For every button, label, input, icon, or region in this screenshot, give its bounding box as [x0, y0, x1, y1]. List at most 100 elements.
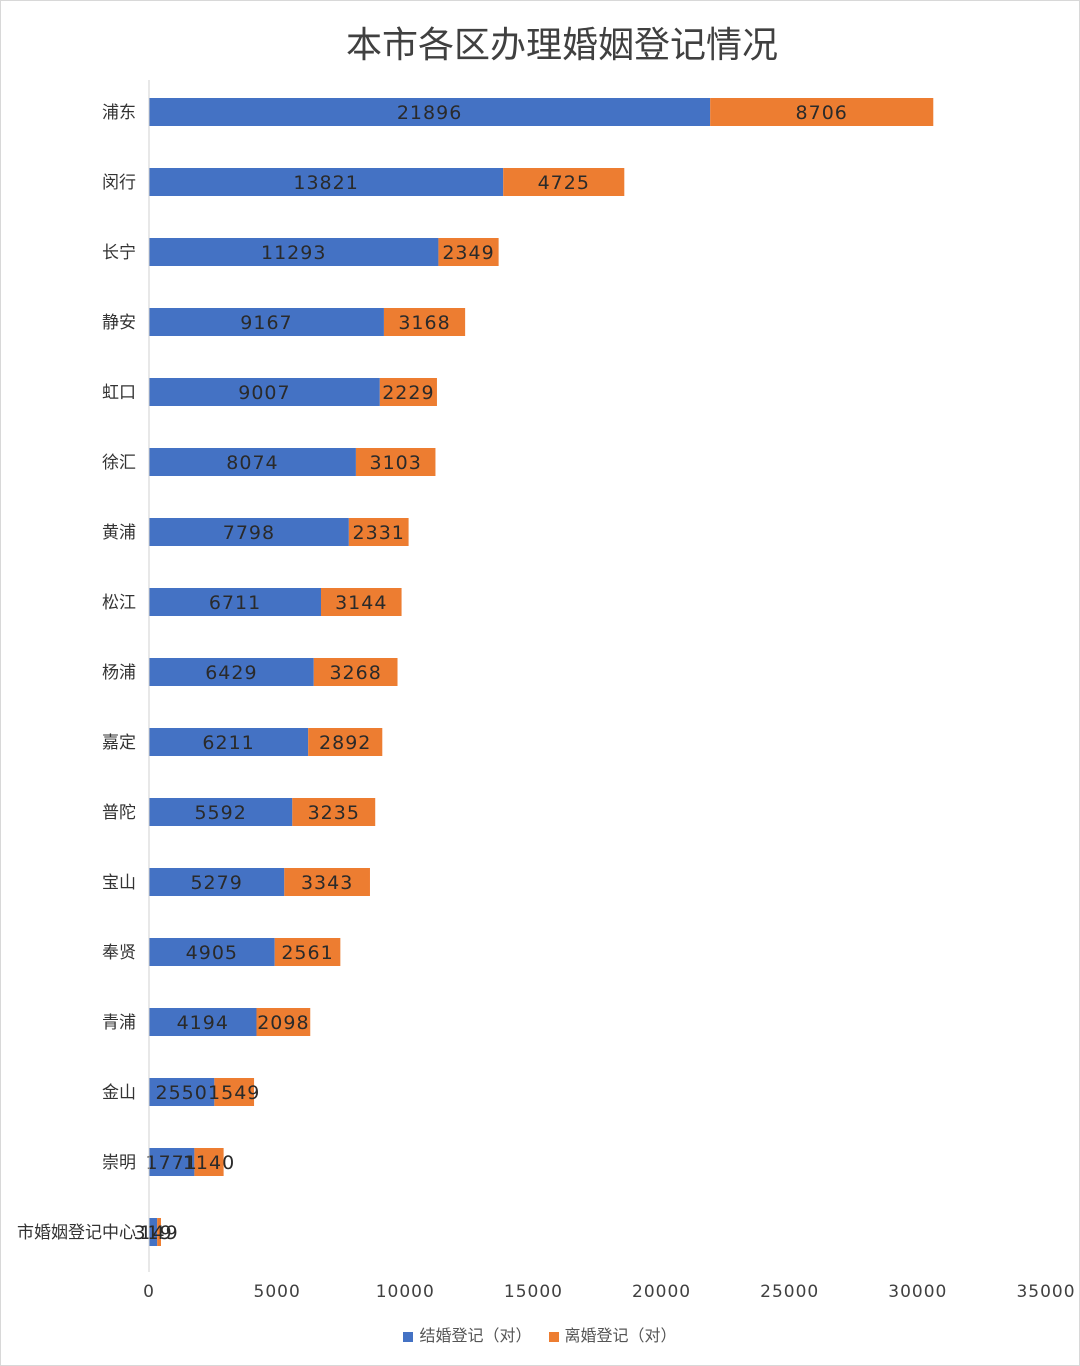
category-label: 虹口 — [102, 383, 136, 403]
data-label-marriage: 11293 — [261, 242, 326, 264]
x-tick-label: 35000 — [1016, 1282, 1075, 1302]
category-label: 市婚姻登记中心 — [17, 1223, 136, 1243]
data-label-divorce: 3343 — [301, 872, 353, 894]
data-label-marriage: 4905 — [186, 942, 238, 964]
bar-divorce — [284, 868, 370, 896]
x-tick-label: 5000 — [254, 1282, 301, 1302]
bar-marriage — [149, 1008, 257, 1036]
x-tick-labels: 0 5000 10000 15000 20000 25000 30000 35000 — [143, 1282, 1075, 1302]
bar-marriage — [149, 168, 504, 196]
category-label: 徐汇 — [102, 453, 136, 473]
bar-marriage — [149, 378, 380, 406]
category-label: 奉贤 — [102, 943, 136, 963]
category-label: 浦东 — [102, 103, 136, 123]
data-label-divorce: 2331 — [353, 522, 405, 544]
bar-divorce — [348, 518, 409, 546]
bar-divorce — [214, 1078, 255, 1106]
category-label: 宝山 — [102, 873, 136, 893]
bar-marriage — [149, 938, 275, 966]
category-label: 闵行 — [102, 173, 136, 193]
data-label-divorce: 3235 — [308, 802, 360, 824]
data-label-marriage: 319 — [133, 1222, 172, 1244]
legend-item-marriage: 结婚登记（对） — [403, 1322, 531, 1346]
data-label-divorce: 3168 — [398, 312, 450, 334]
data-label-marriage: 1771 — [146, 1152, 198, 1174]
legend-label-divorce: 离婚登记（对） — [564, 1326, 677, 1345]
category-label: 黄浦 — [102, 523, 136, 543]
x-tick-label: 15000 — [504, 1282, 563, 1302]
data-label-marriage: 2550 — [155, 1082, 207, 1104]
bar-divorce — [379, 378, 437, 406]
category-label: 普陀 — [102, 803, 136, 823]
bar-divorce — [503, 168, 625, 196]
data-label-divorce: 1549 — [208, 1082, 260, 1104]
x-tick-label: 10000 — [376, 1282, 435, 1302]
data-label-marriage: 6711 — [209, 592, 261, 614]
category-label: 金山 — [102, 1083, 136, 1103]
bar-divorce — [308, 728, 383, 756]
bar-marriage — [149, 98, 711, 126]
bar-marriage — [149, 728, 309, 756]
legend-swatch-marriage — [403, 1331, 414, 1342]
data-label-divorce: 8706 — [796, 102, 848, 124]
category-label: 松江 — [102, 593, 136, 613]
bars-group — [149, 98, 934, 1246]
category-label: 静安 — [102, 313, 136, 333]
data-label-divorce: 2098 — [257, 1012, 309, 1034]
data-label-marriage: 8074 — [226, 452, 278, 474]
bar-divorce — [438, 238, 499, 266]
data-label-divorce: 3268 — [329, 662, 381, 684]
bar-marriage — [149, 1218, 158, 1246]
data-label-divorce: 2892 — [319, 732, 371, 754]
legend-swatch-divorce — [548, 1331, 559, 1342]
data-label-marriage: 5279 — [190, 872, 242, 894]
x-tick-label: 20000 — [632, 1282, 691, 1302]
chart-title: 本市各区办理婚姻登记情况 — [345, 25, 778, 66]
data-label-marriage: 7798 — [223, 522, 275, 544]
category-label: 崇明 — [102, 1153, 136, 1173]
data-label-marriage: 9167 — [240, 312, 292, 334]
bar-divorce — [256, 1008, 311, 1036]
bar-marriage — [149, 658, 314, 686]
data-label-divorce: 149 — [139, 1222, 178, 1244]
bar-marriage — [149, 868, 285, 896]
category-label: 嘉定 — [102, 733, 136, 753]
bar-marriage — [149, 448, 356, 476]
category-label: 长宁 — [102, 243, 136, 263]
category-label: 青浦 — [102, 1013, 136, 1033]
data-label-marriage: 21896 — [397, 102, 462, 124]
bar-divorce — [355, 448, 436, 476]
x-tick-label: 25000 — [760, 1282, 819, 1302]
data-label-divorce: 3144 — [335, 592, 387, 614]
bar-marriage — [149, 518, 349, 546]
category-label: 杨浦 — [102, 663, 136, 683]
data-label-marriage: 5592 — [194, 802, 246, 824]
data-label-marriage: 6211 — [202, 732, 254, 754]
data-label-divorce: 3103 — [370, 452, 422, 474]
data-label-marriage: 6429 — [205, 662, 257, 684]
bar-marriage — [149, 1078, 215, 1106]
bar-marriage — [149, 1148, 195, 1176]
data-label-divorce: 4725 — [538, 172, 590, 194]
bar-divorce — [194, 1148, 224, 1176]
data-label-marriage: 9007 — [238, 382, 290, 404]
bar-marriage — [149, 308, 384, 336]
data-label-marriage: 13821 — [293, 172, 358, 194]
x-tick-label: 0 — [143, 1282, 155, 1302]
bar-divorce — [274, 938, 341, 966]
bar-marriage — [149, 238, 439, 266]
data-label-divorce: 2229 — [382, 382, 434, 404]
data-label-marriage: 4194 — [177, 1012, 229, 1034]
legend-label-marriage: 结婚登记（对） — [419, 1326, 532, 1345]
legend: 结婚登记（对） 离婚登记（对） — [0, 1322, 1080, 1346]
data-labels: 21896 8706 13821 4725 11293 2349 9167 3168 9007 2… — [133, 102, 848, 1244]
bar-divorce — [313, 658, 398, 686]
bar-divorce — [292, 798, 376, 826]
bar-marriage — [149, 588, 321, 616]
x-tick-label: 30000 — [888, 1282, 947, 1302]
bar-marriage — [149, 798, 293, 826]
bar-divorce — [157, 1218, 161, 1246]
bar-divorce — [383, 308, 466, 336]
